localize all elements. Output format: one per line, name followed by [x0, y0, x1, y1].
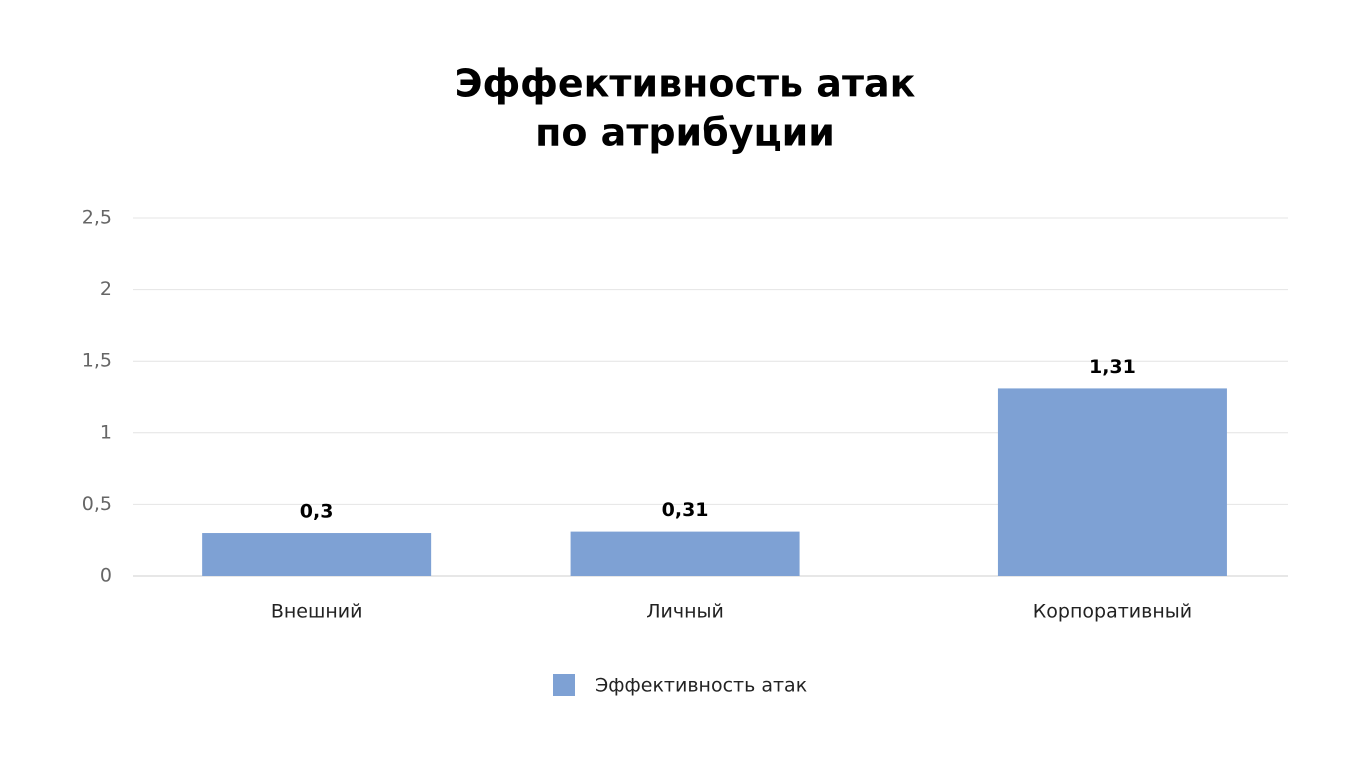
y-tick-label: 1,5: [82, 350, 112, 372]
legend-swatch: [553, 674, 575, 696]
x-tick-label: Корпоративный: [1033, 601, 1192, 623]
x-tick-label: Внешний: [271, 601, 363, 623]
y-tick-label: 0: [100, 565, 112, 587]
chart-title: по атрибуции: [535, 111, 835, 155]
y-tick-label: 2,5: [82, 207, 112, 229]
legend-label: Эффективность атак: [595, 675, 807, 697]
x-tick-label: Личный: [646, 601, 724, 623]
bar: [570, 531, 800, 576]
y-tick-label: 1: [100, 421, 112, 443]
bar: [202, 533, 432, 576]
value-label: 0,3: [300, 501, 334, 523]
value-label: 0,31: [662, 499, 709, 521]
value-label: 1,31: [1089, 356, 1136, 378]
y-tick-label: 2: [100, 278, 112, 300]
bar: [997, 388, 1227, 576]
chart-title: Эффективность атак: [455, 62, 916, 106]
y-tick-label: 0,5: [82, 493, 112, 515]
